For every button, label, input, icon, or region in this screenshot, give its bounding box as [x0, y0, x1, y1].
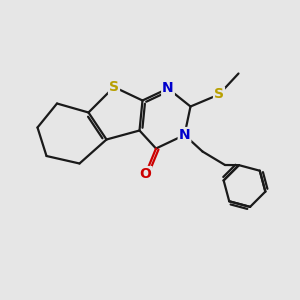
Text: N: N — [179, 128, 190, 142]
Text: S: S — [109, 80, 119, 94]
Text: N: N — [162, 82, 174, 95]
Text: O: O — [140, 167, 152, 181]
Text: S: S — [214, 88, 224, 101]
